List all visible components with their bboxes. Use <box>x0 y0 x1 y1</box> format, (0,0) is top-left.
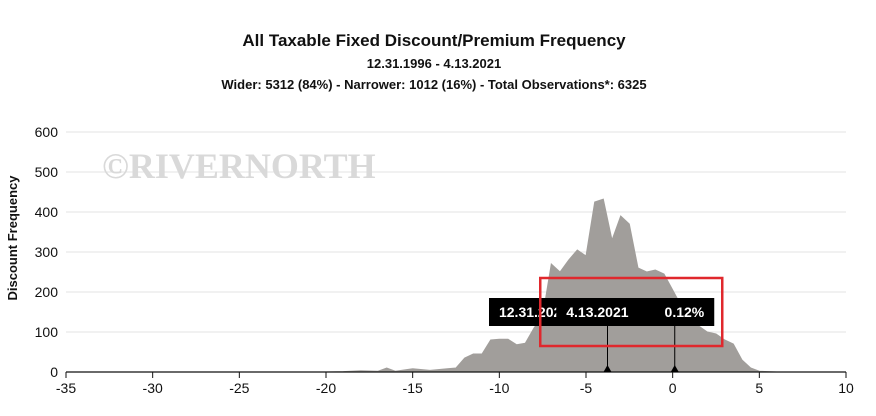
x-tick-label: -10 <box>489 380 509 396</box>
annotation-date-0: 12.31.2020 <box>499 304 569 320</box>
annotation-box-1 <box>556 298 715 326</box>
y-tick-label: 200 <box>35 284 59 300</box>
x-tick-label: -20 <box>316 380 336 396</box>
series-layer <box>66 198 777 373</box>
series-area-0 <box>66 198 777 373</box>
x-tick-label: 10 <box>838 380 854 396</box>
grid-lines <box>66 131 846 333</box>
x-tick-label: -25 <box>229 380 249 396</box>
y-tick-label: 400 <box>35 204 59 220</box>
annotation-date-1: 4.13.2021 <box>566 304 628 320</box>
annotation-marker-1 <box>670 365 679 372</box>
chart-title: All Taxable Fixed Discount/Premium Frequ… <box>242 31 626 50</box>
x-tick-label: -35 <box>56 380 76 396</box>
annotation-marker-0 <box>603 365 612 372</box>
y-tick-label: 500 <box>35 164 59 180</box>
annotation-highlight-1 <box>538 276 724 348</box>
chart-subtitle-dates: 12.31.1996 - 4.13.2021 <box>367 56 501 71</box>
x-tick-label: 5 <box>755 380 763 396</box>
chart-subtitle-stats: Wider: 5312 (84%) - Narrower: 1012 (16%)… <box>221 77 646 92</box>
annotation-value-1: 0.12% <box>665 304 705 320</box>
y-tick-label: 0 <box>50 364 58 380</box>
x-tick-label: -5 <box>580 380 593 396</box>
x-tick-label: 0 <box>669 380 677 396</box>
y-tick-label: 100 <box>35 324 59 340</box>
x-tick-label: -15 <box>403 380 423 396</box>
y-tick-label: 300 <box>35 244 59 260</box>
x-tick-label: -30 <box>143 380 163 396</box>
y-tick-label: 600 <box>35 124 59 140</box>
y-axis-label: Discount Frequency <box>5 175 20 301</box>
watermark: ©RIVERNORTH <box>102 146 376 186</box>
